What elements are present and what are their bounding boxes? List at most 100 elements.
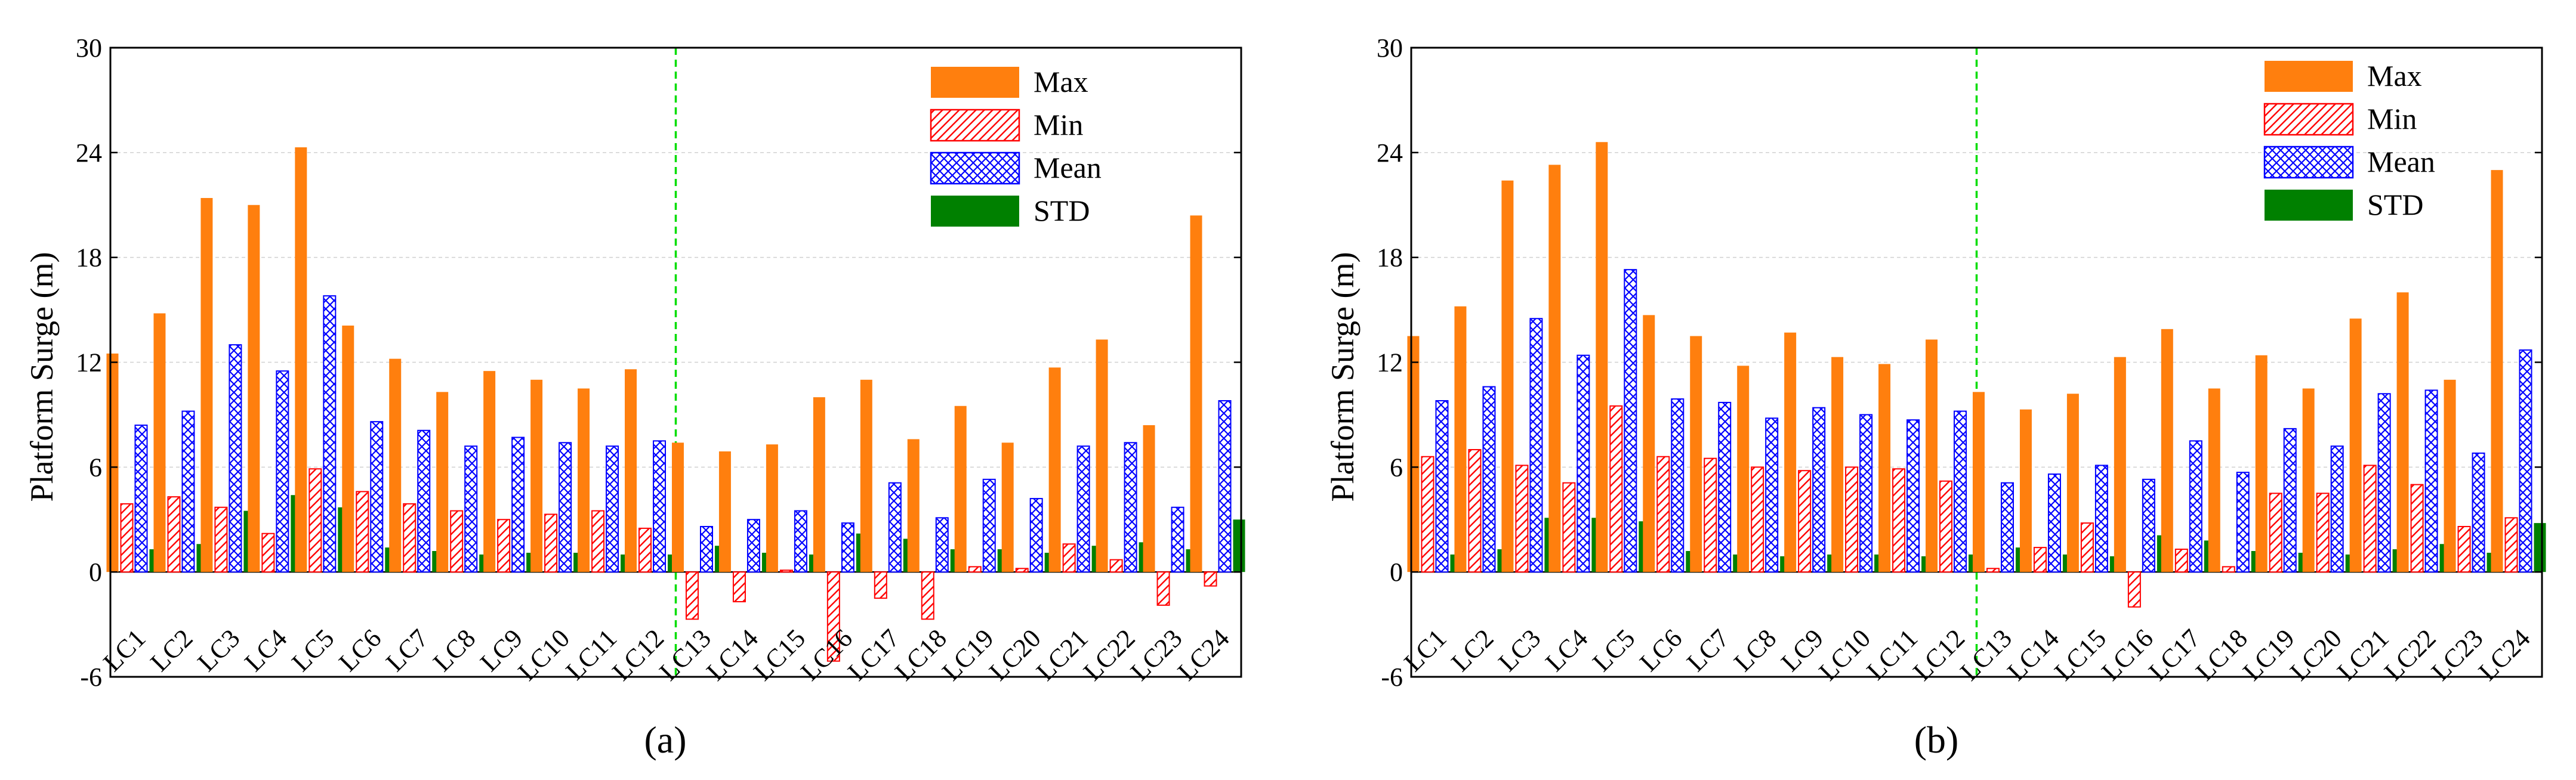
bar-max	[1048, 367, 1061, 572]
bar-min	[2410, 484, 2424, 573]
bar-max	[530, 379, 543, 572]
bar-min	[732, 571, 746, 602]
bar-min	[2269, 493, 2282, 573]
bar-mean	[323, 295, 337, 573]
bar-min	[2457, 525, 2471, 573]
bar-min	[591, 510, 605, 573]
bar-max	[2161, 329, 2173, 572]
bar-max	[2255, 355, 2268, 572]
bar-max	[2396, 292, 2409, 572]
bar-mean	[2472, 452, 2485, 573]
bar-min	[921, 571, 934, 620]
bar-mean	[794, 510, 807, 573]
bar-mean	[1076, 445, 1090, 573]
bar-max	[1548, 165, 1561, 572]
bar-min	[1468, 449, 1482, 573]
bar-mean	[699, 525, 713, 573]
x-tick-label: LC7	[1681, 623, 1735, 677]
x-tick-label: LC4	[1540, 623, 1593, 677]
y-tick-label: 12	[76, 348, 102, 377]
legend-swatch-std	[2265, 190, 2353, 221]
bar-max	[295, 147, 307, 572]
legend-label-min: Min	[2367, 102, 2417, 135]
bar-mean	[1482, 386, 1496, 573]
bar-min	[214, 506, 228, 573]
legend-label-min: Min	[1034, 108, 1083, 141]
bar-max	[1643, 315, 1655, 572]
legend-swatch-std	[931, 196, 1019, 227]
bar-mean	[464, 445, 478, 573]
bar-max	[2349, 318, 2362, 572]
bar-max	[860, 379, 872, 572]
bar-max	[2444, 379, 2456, 572]
bar-mean	[1906, 419, 1920, 573]
bar-min	[2127, 571, 2141, 608]
bar-max	[436, 392, 449, 572]
y-tick-label: 30	[76, 33, 102, 63]
bar-mean	[2094, 465, 2108, 573]
bar-mean	[2189, 440, 2202, 573]
y-tick-label: 24	[76, 138, 102, 168]
bar-mean	[1718, 401, 1732, 573]
bar-mean	[276, 370, 289, 573]
bar-max	[2491, 170, 2503, 572]
bar-min	[2033, 547, 2047, 573]
bar-mean	[746, 519, 760, 573]
x-tick-label: LC3	[1492, 623, 1546, 677]
bar-min	[1515, 465, 1529, 573]
bar-min	[2504, 517, 2518, 573]
bar-min	[2080, 522, 2094, 573]
bar-min	[1562, 482, 1576, 573]
bar-min	[1892, 468, 1906, 573]
bar-max	[2066, 394, 2079, 572]
bar-mean	[134, 425, 148, 573]
bar-min	[1062, 543, 1076, 573]
bar-std	[1233, 519, 1245, 572]
bar-mean	[1859, 414, 1873, 573]
bar-min	[1939, 480, 1953, 573]
bar-min	[1845, 466, 1859, 573]
bar-mean	[1435, 400, 1449, 573]
y-tick-label: 30	[1377, 33, 1403, 63]
bar-max	[718, 451, 731, 572]
bar-mean	[1124, 442, 1137, 573]
bar-max	[342, 325, 354, 572]
bar-min	[2363, 465, 2377, 573]
bar-min	[1798, 470, 1812, 573]
x-tick-label: LC8	[1728, 623, 1782, 677]
bar-mean	[2283, 428, 2297, 573]
x-tick-label: LC7	[380, 623, 434, 677]
y-tick-label: -6	[1381, 663, 1403, 692]
legend-swatch-max	[931, 67, 1019, 98]
bar-mean	[2236, 472, 2250, 573]
legend-swatch-mean	[930, 151, 1020, 185]
x-tick-label: LC4	[239, 623, 292, 677]
legend-swatch-max	[2265, 61, 2353, 92]
bar-min	[1986, 568, 2000, 573]
legend-swatch-min	[2263, 103, 2354, 136]
bar-max	[1407, 336, 1420, 572]
bar-min	[308, 468, 322, 573]
bar-mean	[2519, 349, 2532, 573]
bar-min	[685, 571, 699, 620]
y-tick-label: -6	[80, 663, 102, 692]
bar-max	[578, 388, 590, 572]
bar-min	[1015, 568, 1029, 573]
bar-mean	[417, 429, 431, 573]
panel-a-chart: Platform Surge (m) (a) LC1LC2LC3LC4LC5LC…	[24, 33, 1245, 761]
bar-min	[1204, 571, 1217, 587]
bar-mean	[1171, 506, 1184, 573]
y-axis-label: Platform Surge (m)	[24, 252, 60, 502]
bar-mean	[229, 344, 242, 573]
bar-mean	[1577, 354, 1590, 573]
bar-min	[2222, 566, 2235, 573]
y-tick-label: 0	[89, 558, 102, 587]
bar-min	[826, 571, 840, 662]
bar-mean	[935, 517, 949, 573]
bar-max	[907, 439, 920, 572]
bar-min	[1751, 466, 1764, 573]
bar-min	[120, 503, 134, 573]
bar-mean	[370, 421, 384, 573]
plot-frame	[109, 47, 1242, 678]
